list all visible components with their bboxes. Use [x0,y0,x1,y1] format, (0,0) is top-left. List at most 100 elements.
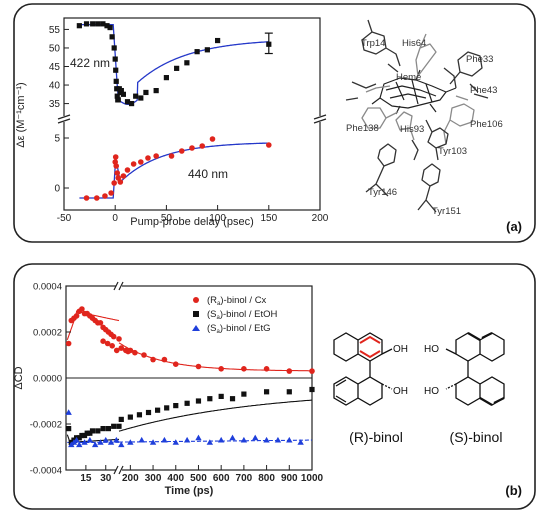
data-point-s-etg [183,436,191,443]
residue-labels: Trp14 His64 Phe33 Phe43 Heme Phe138 His9… [346,38,503,217]
x-tick-label: 200 [312,213,329,224]
data-point-s-etoh [89,428,96,434]
data-point-s-etoh [155,407,161,413]
data-point-s-etoh [136,412,143,418]
y-tick-label: 5 [54,134,60,145]
data-point-s-etoh [81,432,88,439]
data-point-422 [112,56,118,62]
r-binol-label: (R)-binol [349,429,403,445]
data-point-440 [93,195,100,201]
data-point-r-cx [218,366,224,372]
data-point-s-etoh [116,423,122,429]
legend-label-s-etoh: (Sa)-binol / EtOH [207,309,278,321]
data-point-s-etoh [195,398,202,404]
data-point-440 [138,159,144,165]
data-point-s-etg [195,434,202,441]
data-point-422 [83,21,90,27]
chart-a-plot-area [63,17,321,211]
chart-b-legend: (Ra)-binol / Cx (Sa)-binol / EtOH (Sa)-b… [192,295,278,335]
data-point-r-cx [100,338,106,345]
data-point-s-etg [107,439,115,445]
data-point-422 [128,100,135,107]
data-point-422 [76,23,82,29]
data-point-440 [112,154,119,160]
fit-curve-422 [79,23,269,105]
y-tick-label: 55 [49,25,61,36]
data-point-422 [138,95,144,101]
data-point-r-cx [195,363,202,370]
data-point-422 [163,75,169,81]
data-point-s-etg [91,441,99,448]
residue-label: Tyr146 [368,187,397,198]
residue-label: Trp14 [361,38,385,49]
legend-marker-r-cx [193,297,199,303]
data-point-s-etg [127,439,134,445]
data-point-s-etoh [173,403,179,409]
data-point-r-cx [104,340,111,347]
data-point-422 [184,60,190,66]
data-point-s-etoh [66,426,72,432]
ho-label: HO [424,386,439,397]
data-point-s-etg [138,436,145,443]
residue-label: Phe138 [346,123,379,134]
data-point-440 [114,170,121,176]
r-binol-structure-icon [333,332,393,406]
data-point-440 [145,155,151,161]
data-point-s-etoh [309,386,315,393]
series-label-422: 422 nm [70,56,110,70]
data-point-440 [102,193,108,199]
data-point-422 [111,45,117,51]
x-tick-label: 0 [112,213,118,224]
data-point-s-etg [217,436,225,443]
chart-a-x-axis-label: Pump-probe delay (psec) [130,216,254,228]
data-point-r-cx [161,356,168,363]
x-tick-label: 200 [122,473,139,484]
s-binol-structure-icon [445,332,505,406]
x-tick-label: 15 [80,473,92,484]
data-point-440 [168,153,175,159]
data-point-422 [95,21,101,27]
y-tick-label: 50 [49,43,61,54]
heme-pocket-structure [345,19,489,213]
data-point-s-etg [172,439,179,445]
x-tick-label: 900 [281,473,298,484]
y-tick-label: 45 [49,62,61,73]
data-point-r-cx [116,336,122,342]
x-tick-label: 30 [100,473,112,484]
data-point-r-cx [172,361,179,368]
data-point-440 [111,180,117,186]
chart-a-fit-curves [79,23,269,199]
residue-label: Phe43 [470,85,497,96]
data-point-s-etg [206,439,214,445]
data-point-s-etg [286,436,293,443]
data-point-422 [113,67,119,73]
data-point-r-cx [65,340,72,347]
chart-a-y-axis-label: Δε (M⁻¹cm⁻¹) [15,82,27,147]
data-point-r-cx [150,356,156,363]
chart-a-marks [76,21,272,201]
data-point-422 [143,89,149,96]
data-point-422 [120,91,126,97]
data-point-s-etg [252,434,259,441]
data-point-s-etoh [100,426,106,432]
chart-a: -50 0 50 100 150 200 35 40 45 50 55 0 5 422 nm 440 n… [15,17,329,228]
data-point-s-etg [263,436,270,443]
data-point-440 [189,145,195,151]
x-tick-label: 400 [167,473,184,484]
y-tick-label: 0.0004 [33,282,62,293]
data-point-s-etoh [95,428,101,434]
data-point-r-cx [97,320,104,326]
data-point-s-etoh [218,393,224,399]
data-point-s-etg [86,436,94,443]
data-point-s-etoh [87,430,93,436]
x-tick-label: 500 [190,473,207,484]
data-point-422 [107,24,113,31]
data-point-440 [124,167,131,173]
data-point-r-cx [110,333,117,340]
chart-b-marks [65,306,315,448]
data-point-422 [100,21,106,27]
data-point-440 [117,179,124,185]
data-point-r-cx [118,345,125,351]
